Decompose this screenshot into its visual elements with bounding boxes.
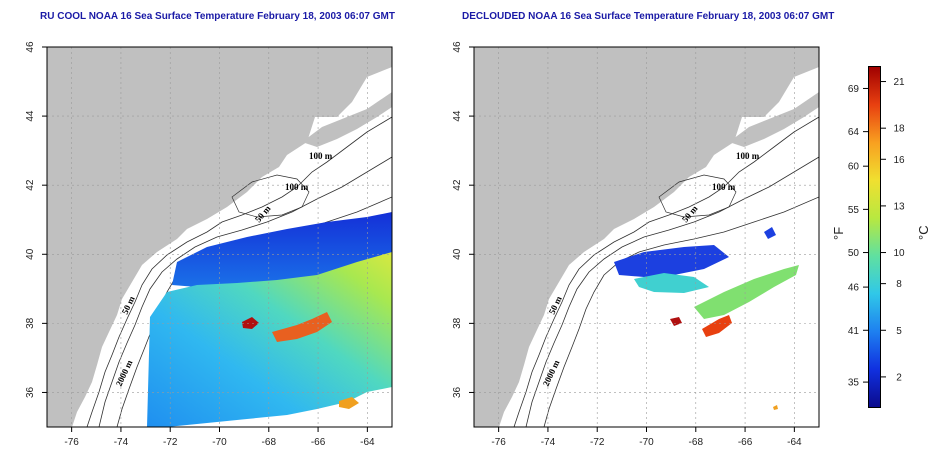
celsius-tick-label: 21 (893, 77, 905, 88)
sst-decloud-band (694, 265, 799, 319)
left-sst-map: 100 m 100 m 50 m 50 m 2000 m (46, 46, 393, 428)
y-tick-label: 38 (25, 317, 36, 329)
fahrenheit-tick-label: 55 (848, 205, 860, 216)
sst-decloud-cold (614, 245, 729, 277)
contour-50m (525, 156, 819, 427)
x-tick-label: -74 (114, 437, 129, 448)
y-tick-label: 36 (452, 386, 463, 398)
x-tick-label: -76 (491, 437, 506, 448)
x-tick-label: -64 (787, 437, 802, 448)
fahrenheit-tick-label: 64 (848, 127, 860, 138)
fahrenheit-tick-label: 41 (848, 326, 860, 337)
contour-label: 100 m (736, 151, 760, 161)
celsius-tick-label: 2 (896, 372, 902, 383)
left-map-canvas: 100 m 100 m 50 m 50 m 2000 m (46, 46, 393, 428)
y-tick-label: 44 (25, 110, 36, 122)
celsius-tick-label: 5 (896, 326, 902, 337)
celsius-tick-label: 8 (896, 279, 902, 290)
sst-warm-core (272, 312, 332, 342)
right-map-canvas: 100 m 100 m 50 m 50 m 2000 m (473, 46, 820, 428)
x-tick-label: -66 (311, 437, 326, 448)
x-tick-label: -70 (212, 437, 227, 448)
y-tick-label: 42 (25, 179, 36, 191)
x-tick-label: -72 (163, 437, 178, 448)
left-map-title: RU COOL NOAA 16 Sea Surface Temperature … (40, 11, 395, 22)
sst-decloud-patch-se (773, 405, 778, 410)
graticule (474, 47, 819, 427)
contour-100m (513, 116, 819, 427)
contour-label: 100 m (309, 151, 333, 161)
contour-2000m (543, 196, 819, 427)
y-tick-label: 46 (452, 41, 463, 53)
contour-label: 100 m (285, 182, 309, 192)
georges-bank-contour (658, 174, 737, 218)
sst-patch-se (339, 397, 359, 409)
celsius-tick-label: 13 (893, 201, 905, 212)
georges-bank-contour (231, 174, 310, 218)
temperature-colorbar (868, 66, 881, 408)
y-tick-label: 44 (452, 110, 463, 122)
contour-50m (98, 156, 392, 427)
x-tick-label: -68 (689, 437, 704, 448)
contour-label: 100 m (712, 182, 736, 192)
x-tick-label: -64 (360, 437, 375, 448)
sst-decloud-warm (702, 315, 732, 337)
x-tick-label: -70 (639, 437, 654, 448)
sst-decloud-hot (670, 317, 682, 326)
fahrenheit-tick-label: 46 (848, 283, 860, 294)
right-map-title: DECLOUDED NOAA 16 Sea Surface Temperatur… (462, 11, 835, 22)
x-tick-label: -74 (541, 437, 556, 448)
y-tick-label: 36 (25, 386, 36, 398)
sst-swath-main (147, 252, 392, 427)
x-tick-label: -66 (738, 437, 753, 448)
graticule (47, 47, 392, 427)
y-tick-label: 46 (25, 41, 36, 53)
x-tick-label: -76 (64, 437, 79, 448)
sst-decloud-patch-n (764, 227, 776, 239)
fahrenheit-tick-label: 69 (848, 84, 860, 95)
x-tick-label: -68 (262, 437, 277, 448)
y-tick-label: 40 (25, 248, 36, 260)
sst-swath-cold (172, 212, 392, 287)
fahrenheit-tick-label: 35 (848, 378, 860, 389)
celsius-tick-label: 10 (893, 248, 905, 259)
celsius-tick-label: 18 (893, 124, 905, 135)
x-tick-label: -72 (590, 437, 605, 448)
celsius-unit-label: °C (916, 225, 931, 240)
y-tick-label: 38 (452, 317, 463, 329)
fahrenheit-tick-label: 60 (848, 162, 860, 173)
celsius-tick-label: 16 (893, 155, 905, 166)
nova-scotia-land (302, 92, 392, 147)
sst-hot-spot (242, 317, 259, 329)
y-tick-label: 40 (452, 248, 463, 260)
fahrenheit-tick-label: 50 (848, 248, 860, 259)
contour-100m (86, 116, 392, 427)
sst-decloud-mid (634, 273, 709, 293)
nova-scotia-land (729, 92, 819, 147)
right-sst-map: 100 m 100 m 50 m 50 m 2000 m (473, 46, 820, 428)
y-tick-label: 42 (452, 179, 463, 191)
fahrenheit-unit-label: °F (831, 227, 846, 240)
